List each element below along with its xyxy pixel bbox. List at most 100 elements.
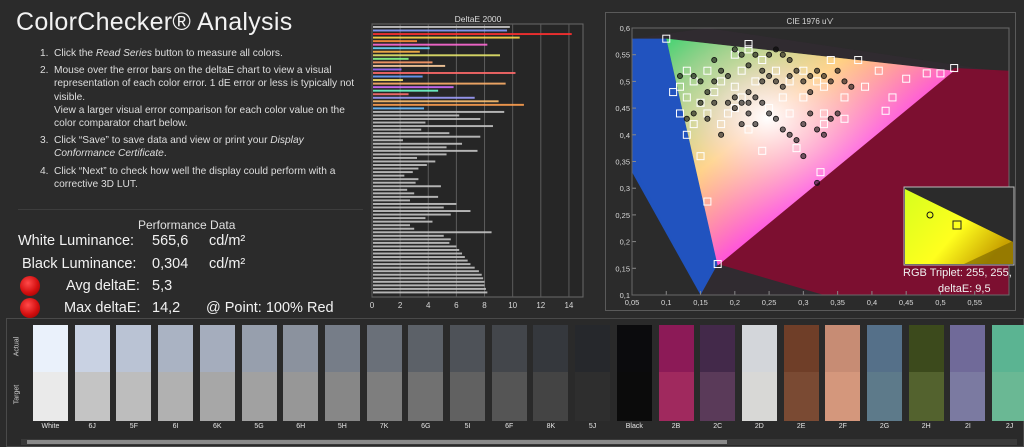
- swatch-actual: [491, 325, 527, 372]
- cie-target-marker: [922, 69, 931, 78]
- cie-x-tick-label: 0,55: [967, 298, 982, 307]
- scrollbar-thumb[interactable]: [27, 440, 727, 444]
- deltae-bar: [373, 82, 506, 85]
- deltae-bar: [373, 93, 409, 96]
- cie-target-marker: [792, 144, 801, 153]
- cie-measured-point: [711, 99, 718, 106]
- deltae-bar: [373, 273, 482, 276]
- cie-measured-point: [800, 78, 807, 85]
- swatch-target: [283, 372, 319, 421]
- deltae-bar: [373, 248, 460, 251]
- deltae-bar: [373, 284, 485, 287]
- swatch-target: [908, 372, 944, 421]
- deltae-bar: [373, 103, 524, 106]
- swatch-label: 2G: [879, 423, 890, 430]
- instruction-emphasis: Read Series: [95, 48, 152, 59]
- cie-y-tick-label: 0,2: [620, 238, 630, 247]
- cie-target-marker: [717, 120, 726, 129]
- color-swatch[interactable]: 7K: [366, 325, 402, 430]
- color-swatch[interactable]: 2E: [783, 325, 819, 430]
- cie-measured-point: [704, 89, 711, 96]
- color-swatch[interactable]: 2D: [741, 325, 777, 430]
- color-comparator-strip[interactable]: Actual Target White 6J 5F 6I 6K 5G 6H 5H 7K 6G 5I 6…: [6, 318, 1024, 447]
- deltae-bar: [373, 153, 447, 156]
- deltae-bar: [373, 114, 460, 117]
- horizontal-scrollbar[interactable]: [21, 439, 1017, 445]
- deltae-bar: [373, 277, 484, 280]
- color-swatch[interactable]: 2H: [908, 325, 944, 430]
- cie-target-marker: [744, 125, 753, 134]
- color-swatch[interactable]: 6H: [283, 325, 319, 430]
- swatch-label: 2C: [713, 423, 723, 430]
- cie-measured-point: [814, 67, 821, 74]
- deltae-bar: [373, 146, 447, 149]
- deltae-bar: [373, 213, 451, 216]
- color-swatch[interactable]: 6J: [74, 325, 110, 430]
- cie-target-marker: [717, 77, 726, 86]
- instruction-text-pre: Mouse over the error bars on the deltaE …: [54, 65, 355, 103]
- cie-measured-point: [814, 126, 821, 133]
- cie-target-marker: [696, 98, 705, 107]
- cie-measured-point: [690, 110, 697, 117]
- deltae-bar: [373, 181, 416, 184]
- instruction-text: Click “Next” to check how well the displ…: [54, 165, 358, 191]
- swatch-target: [700, 372, 736, 421]
- deltae-bar: [373, 174, 405, 177]
- color-swatch[interactable]: 6G: [408, 325, 444, 430]
- deltae-bar: [373, 139, 403, 142]
- swatch-label: 2D: [754, 423, 764, 430]
- color-swatch[interactable]: 6K: [199, 325, 235, 430]
- deltae-chart-svg[interactable]: 0 2 4 6 8 10 12 14: [368, 12, 588, 312]
- color-swatch[interactable]: 2G: [867, 325, 902, 430]
- cie-target-marker: [730, 104, 739, 113]
- cie-y-tick-label: 0,45: [615, 104, 630, 113]
- color-swatch[interactable]: 6I: [158, 325, 194, 430]
- avg-deltae-value: 5,3: [152, 278, 173, 294]
- cie-chart-panel[interactable]: CIE 1976 u'v' 0,1 0,15 0,2 0,25 0,3 0,35 0,4 0,4…: [605, 12, 1021, 311]
- cie-target-marker: [758, 146, 767, 155]
- cie-target-marker: [771, 66, 780, 75]
- color-swatch[interactable]: 5F: [116, 325, 152, 430]
- color-swatch[interactable]: 6F: [491, 325, 527, 430]
- color-swatch[interactable]: White: [33, 325, 68, 430]
- color-swatch[interactable]: 2J: [992, 325, 1024, 430]
- color-swatch[interactable]: Black: [616, 325, 652, 430]
- deltae-chart[interactable]: DeltaE 2000 0 2 4 6 8 10 12 14: [368, 12, 588, 312]
- white-luminance-value: 565,6: [152, 233, 189, 249]
- color-swatch[interactable]: 2C: [700, 325, 736, 430]
- deltae-bar: [373, 266, 475, 269]
- color-swatch[interactable]: 5G: [241, 325, 277, 430]
- color-swatch[interactable]: 8K: [533, 325, 569, 430]
- cie-measured-point: [745, 62, 752, 69]
- color-swatch[interactable]: 5J: [575, 325, 611, 430]
- color-swatch[interactable]: 5H: [324, 325, 360, 430]
- cie-target-marker: [751, 77, 760, 86]
- instruction-text: Mouse over the error bars on the deltaE …: [54, 64, 358, 130]
- deltae-bar: [373, 61, 433, 64]
- color-swatch[interactable]: 2B: [658, 325, 694, 430]
- deltae-bar: [373, 291, 488, 294]
- deltae-bar: [373, 100, 499, 103]
- inset-target-marker: [952, 220, 962, 230]
- swatch-actual: [575, 325, 611, 372]
- cie-target-marker: [703, 66, 712, 75]
- cie-measured-point: [786, 73, 793, 80]
- swatch-label: 6J: [88, 423, 96, 430]
- deltae-bar: [373, 26, 510, 28]
- cie-measured-point: [745, 110, 752, 117]
- color-swatch[interactable]: 5I: [450, 325, 485, 430]
- swatch-target: [74, 372, 110, 421]
- deltae-bar: [373, 107, 425, 110]
- deltae-bar: [373, 245, 457, 248]
- cie-chart-svg[interactable]: CIE 1976 u'v' 0,1 0,15 0,2 0,25 0,3 0,35 0,4 0,4…: [606, 13, 1021, 310]
- instruction-text-pre: Click the: [54, 48, 96, 59]
- swatch-label: 2E: [796, 423, 806, 430]
- cie-y-tick-label: 0,35: [615, 158, 630, 167]
- cie-measured-point: [738, 121, 745, 128]
- cie-measured-point: [772, 78, 779, 85]
- swatch-actual: [199, 325, 235, 372]
- color-swatch[interactable]: 2F: [825, 325, 861, 430]
- deltae-bar: [373, 252, 463, 255]
- color-swatch[interactable]: 2I: [950, 325, 986, 430]
- swatch-target: [408, 372, 444, 421]
